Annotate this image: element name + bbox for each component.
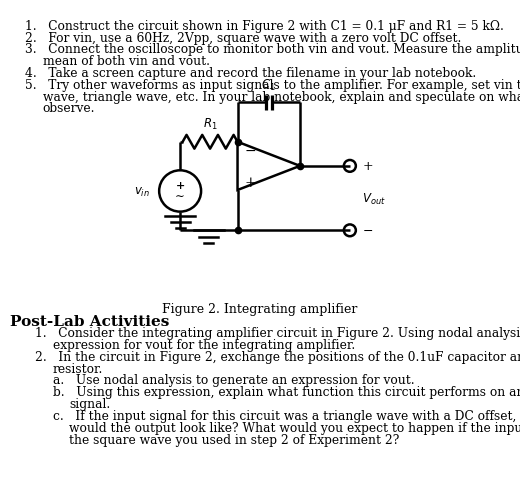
Text: 2.   For vin, use a 60Hz, 2Vpp, square wave with a zero volt DC offset.: 2. For vin, use a 60Hz, 2Vpp, square wav…	[25, 32, 462, 45]
Text: +: +	[176, 180, 185, 191]
Text: mean of both vin and vout.: mean of both vin and vout.	[43, 55, 210, 68]
Text: resistor.: resistor.	[53, 362, 103, 375]
Text: 2.   In the circuit in Figure 2, exchange the positions of the 0.1uF capacitor a: 2. In the circuit in Figure 2, exchange …	[35, 350, 520, 363]
Text: −: −	[244, 143, 256, 157]
Text: −: −	[362, 224, 373, 237]
Text: observe.: observe.	[43, 102, 95, 115]
Text: ∼: ∼	[175, 190, 185, 203]
Text: 1.   Construct the circuit shown in Figure 2 with C1 = 0.1 μF and R1 = 5 kΩ.: 1. Construct the circuit shown in Figure…	[25, 20, 504, 33]
Text: wave, triangle wave, etc. In your lab notebook, explain and speculate on what yo: wave, triangle wave, etc. In your lab no…	[43, 91, 520, 103]
Text: $R_1$: $R_1$	[203, 117, 217, 132]
Text: the square wave you used in step 2 of Experiment 2?: the square wave you used in step 2 of Ex…	[69, 433, 400, 445]
Text: a.   Use nodal analysis to generate an expression for vout.: a. Use nodal analysis to generate an exp…	[53, 374, 414, 387]
Text: $C_1$: $C_1$	[262, 77, 276, 92]
Text: Figure 2. Integrating amplifier: Figure 2. Integrating amplifier	[162, 302, 358, 315]
Text: would the output look like? What would you expect to happen if the input were: would the output look like? What would y…	[69, 421, 520, 434]
Text: $V_{out}$: $V_{out}$	[362, 191, 386, 206]
Text: signal.: signal.	[69, 397, 111, 410]
Text: 1.   Consider the integrating amplifier circuit in Figure 2. Using nodal analysi: 1. Consider the integrating amplifier ci…	[35, 327, 520, 340]
Text: expression for vout for the integrating amplifier.: expression for vout for the integrating …	[53, 338, 355, 351]
Text: 5.   Try other waveforms as input signals to the amplifier. For example, set vin: 5. Try other waveforms as input signals …	[25, 79, 520, 92]
Text: $v_{in}$: $v_{in}$	[134, 185, 150, 198]
Text: 3.   Connect the oscilloscope to monitor both vin and vout. Measure the amplitud: 3. Connect the oscilloscope to monitor b…	[25, 43, 520, 56]
Text: c.   If the input signal for this circuit was a triangle wave with a DC offset, : c. If the input signal for this circuit …	[53, 409, 520, 422]
Text: +: +	[244, 176, 256, 190]
Text: Post-Lab Activities: Post-Lab Activities	[10, 314, 170, 328]
Text: +: +	[362, 160, 373, 173]
Text: b.   Using this expression, explain what function this circuit performs on an in: b. Using this expression, explain what f…	[53, 386, 520, 398]
Text: 4.   Take a screen capture and record the filename in your lab notebook.: 4. Take a screen capture and record the …	[25, 67, 477, 80]
